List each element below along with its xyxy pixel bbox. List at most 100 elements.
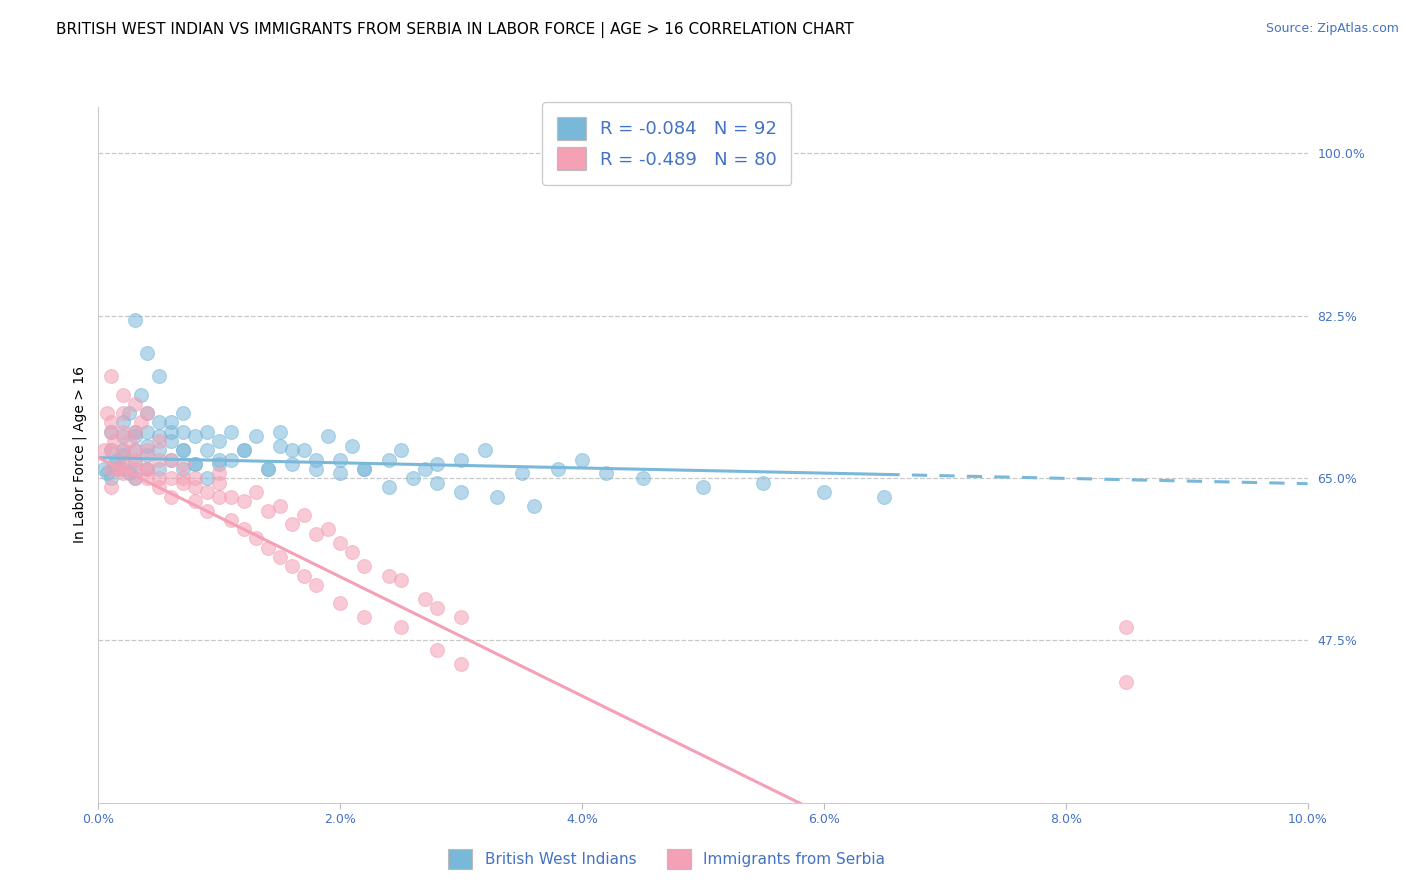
Point <box>124 397 146 411</box>
Point <box>135 346 157 360</box>
Point <box>389 443 412 458</box>
Point <box>450 485 472 500</box>
Point <box>100 443 122 458</box>
Point <box>160 425 183 439</box>
Point <box>111 448 134 462</box>
Point <box>523 499 546 513</box>
Point <box>256 503 278 517</box>
Point <box>342 439 364 453</box>
Point <box>813 485 835 500</box>
Point <box>195 503 218 517</box>
Point <box>111 406 134 420</box>
Point <box>195 443 218 458</box>
Point <box>281 457 304 471</box>
Point <box>232 522 254 536</box>
Point <box>208 467 231 481</box>
Point <box>93 462 115 476</box>
Point <box>342 545 364 559</box>
Point <box>305 578 328 592</box>
Point <box>160 471 183 485</box>
Point <box>221 513 243 527</box>
Point <box>413 462 436 476</box>
Point <box>389 619 412 633</box>
Point <box>389 573 412 587</box>
Point <box>96 406 118 420</box>
Point <box>124 313 146 327</box>
Y-axis label: In Labor Force | Age > 16: In Labor Force | Age > 16 <box>73 367 87 543</box>
Point <box>124 471 146 485</box>
Point <box>377 568 399 582</box>
Point <box>124 425 146 439</box>
Point <box>245 429 267 443</box>
Point <box>245 532 267 546</box>
Point <box>413 591 436 606</box>
Point <box>256 462 278 476</box>
Point <box>100 369 122 384</box>
Point <box>208 490 231 504</box>
Point <box>160 434 183 448</box>
Point <box>450 452 472 467</box>
Point <box>377 480 399 494</box>
Point <box>172 443 194 458</box>
Point <box>426 601 449 615</box>
Point <box>329 536 352 550</box>
Point <box>135 406 157 420</box>
Point <box>631 471 654 485</box>
Point <box>160 416 183 430</box>
Point <box>124 457 146 471</box>
Point <box>184 457 207 471</box>
Point <box>329 467 352 481</box>
Point <box>353 610 375 624</box>
Point <box>353 462 375 476</box>
Point <box>148 480 170 494</box>
Point <box>195 425 218 439</box>
Point <box>232 443 254 458</box>
Point <box>93 443 115 458</box>
Point <box>105 462 128 476</box>
Point <box>96 467 118 481</box>
Point <box>111 462 134 476</box>
Point <box>160 452 183 467</box>
Point <box>160 490 183 504</box>
Point <box>595 467 617 481</box>
Point <box>195 471 218 485</box>
Point <box>135 462 157 476</box>
Point <box>426 457 449 471</box>
Point <box>135 448 157 462</box>
Point <box>184 480 207 494</box>
Point <box>873 490 896 504</box>
Point <box>305 526 328 541</box>
Point <box>184 494 207 508</box>
Point <box>292 443 315 458</box>
Point <box>232 494 254 508</box>
Point <box>148 429 170 443</box>
Point <box>111 443 134 458</box>
Point <box>256 541 278 555</box>
Point <box>100 443 122 458</box>
Point <box>111 387 134 401</box>
Point <box>118 434 141 448</box>
Point <box>281 559 304 574</box>
Point <box>100 480 122 494</box>
Point <box>129 416 152 430</box>
Point <box>129 387 152 401</box>
Point <box>135 443 157 458</box>
Point <box>245 485 267 500</box>
Point <box>148 434 170 448</box>
Point <box>124 429 146 443</box>
Point <box>426 475 449 490</box>
Point <box>329 596 352 610</box>
Point <box>111 429 134 443</box>
Point <box>208 452 231 467</box>
Point <box>100 462 122 476</box>
Point <box>135 406 157 420</box>
Point <box>124 462 146 476</box>
Point <box>135 471 157 485</box>
Point <box>256 462 278 476</box>
Point <box>450 610 472 624</box>
Point <box>172 406 194 420</box>
Point <box>111 416 134 430</box>
Point <box>105 452 128 467</box>
Point <box>124 443 146 458</box>
Point <box>172 457 194 471</box>
